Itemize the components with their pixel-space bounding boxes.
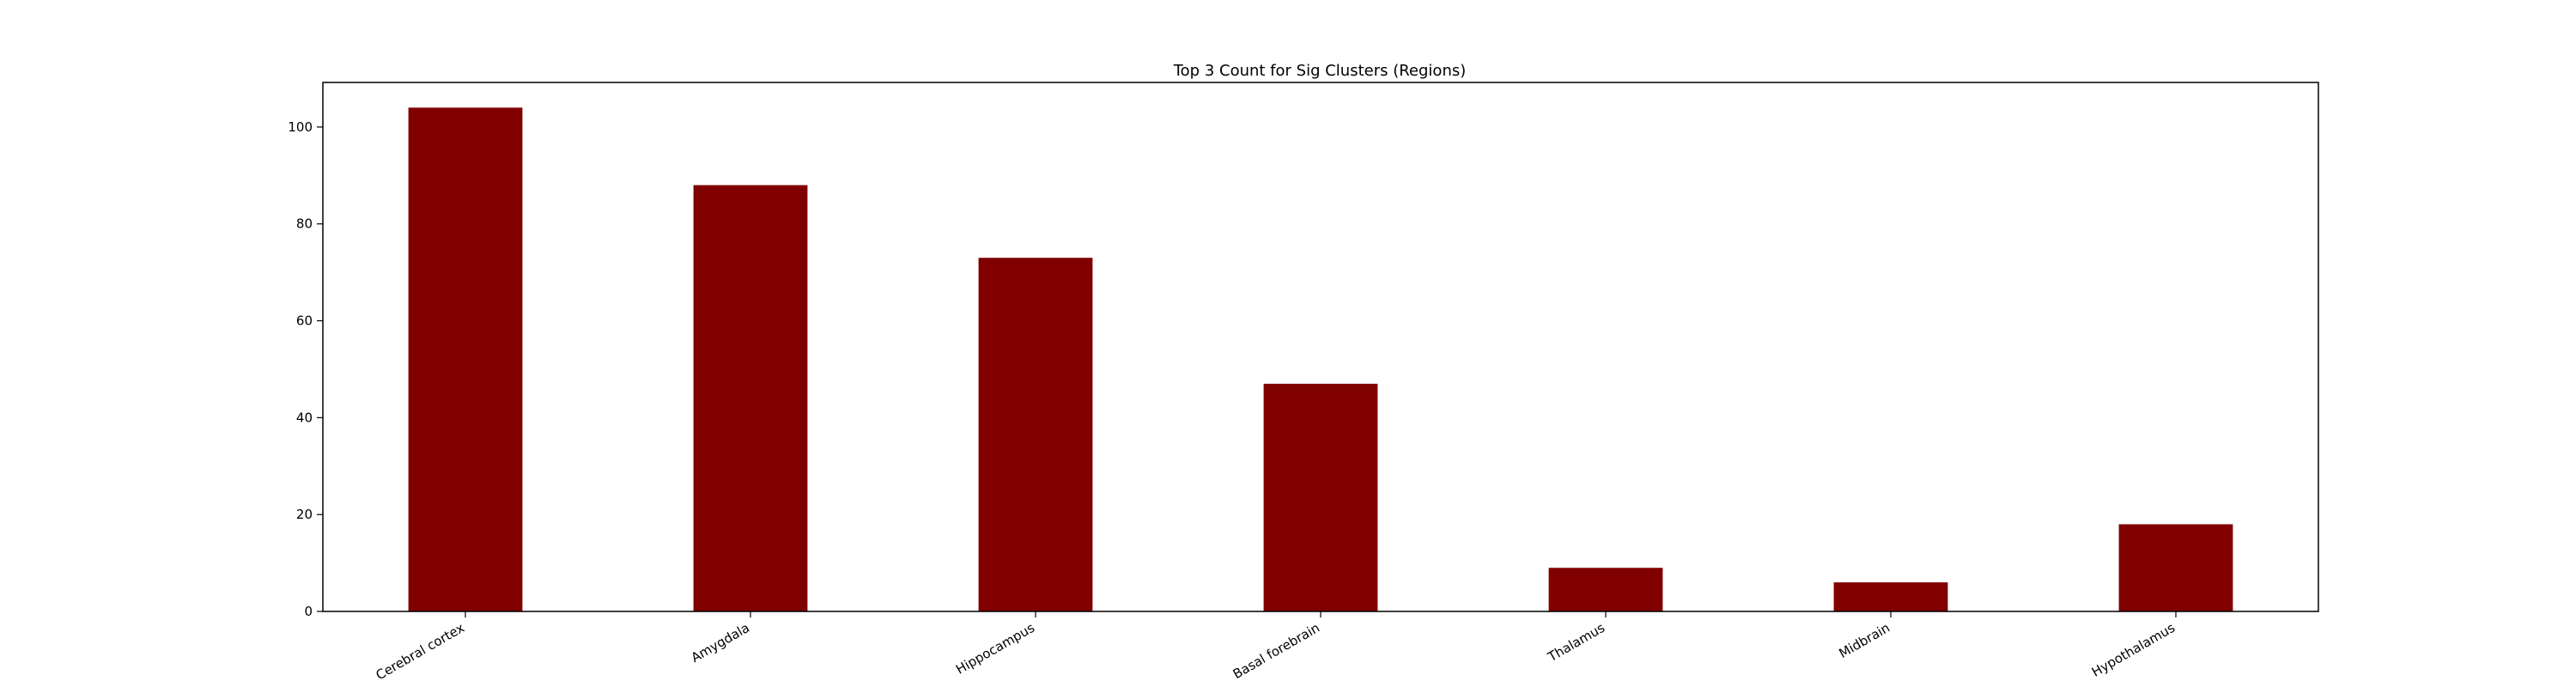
bar — [978, 258, 1093, 611]
y-tick-label: 0 — [304, 604, 313, 619]
bar — [1548, 568, 1663, 611]
y-tick-label: 20 — [296, 507, 313, 522]
chart-title: Top 3 Count for Sig Clusters (Regions) — [1173, 62, 1467, 80]
bar — [2118, 524, 2233, 611]
y-tick-label: 80 — [296, 216, 313, 232]
bar — [408, 107, 523, 612]
y-tick-label: 40 — [296, 410, 313, 425]
bar — [1263, 383, 1378, 611]
bar — [693, 185, 808, 612]
y-tick-label: 100 — [288, 119, 313, 135]
y-tick-label: 60 — [296, 313, 313, 329]
bar — [1833, 582, 1948, 611]
axes-frame — [322, 82, 2319, 612]
